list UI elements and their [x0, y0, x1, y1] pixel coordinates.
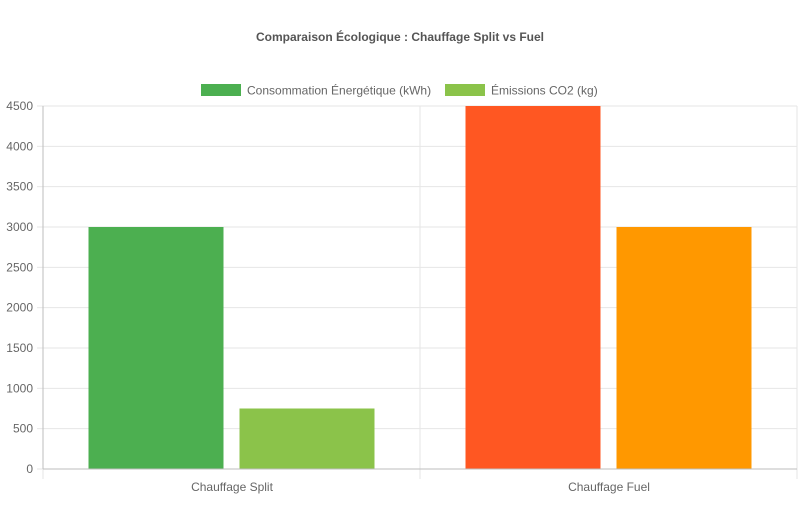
legend-swatch-energy: [201, 84, 241, 96]
x-tick-label-split: Chauffage Split: [191, 480, 274, 494]
y-tick-label: 3000: [6, 220, 33, 234]
chart-title: Comparaison Écologique : Chauffage Split…: [256, 29, 544, 44]
y-tick-label: 4000: [6, 139, 33, 153]
axes: 0 500 1000 1500 2000 2500 3000 3500 4000 4500: [6, 99, 797, 476]
y-tick-label: 0: [26, 462, 33, 476]
y-tick-label: 2000: [6, 301, 33, 315]
legend: Consommation Énergétique (kWh) Émissions…: [201, 83, 598, 98]
legend-swatch-co2: [445, 84, 485, 96]
bar-co2-fuel[interactable]: [616, 227, 752, 469]
y-tick-label: 4500: [6, 99, 33, 113]
y-tick-label: 2500: [6, 260, 33, 274]
bar-energy-fuel[interactable]: [465, 106, 601, 469]
x-axis-labels: Chauffage Split Chauffage Fuel: [191, 480, 650, 494]
bar-co2-split[interactable]: [239, 408, 375, 470]
y-tick-label: 1000: [6, 381, 33, 395]
bars: [88, 106, 752, 470]
bar-energy-split[interactable]: [88, 227, 224, 469]
y-tick-label: 500: [13, 422, 33, 436]
legend-label-energy[interactable]: Consommation Énergétique (kWh): [247, 83, 431, 98]
x-tick-label-fuel: Chauffage Fuel: [568, 480, 650, 494]
y-tick-label: 1500: [6, 341, 33, 355]
legend-label-co2[interactable]: Émissions CO2 (kg): [491, 83, 598, 98]
y-tick-label: 3500: [6, 180, 33, 194]
